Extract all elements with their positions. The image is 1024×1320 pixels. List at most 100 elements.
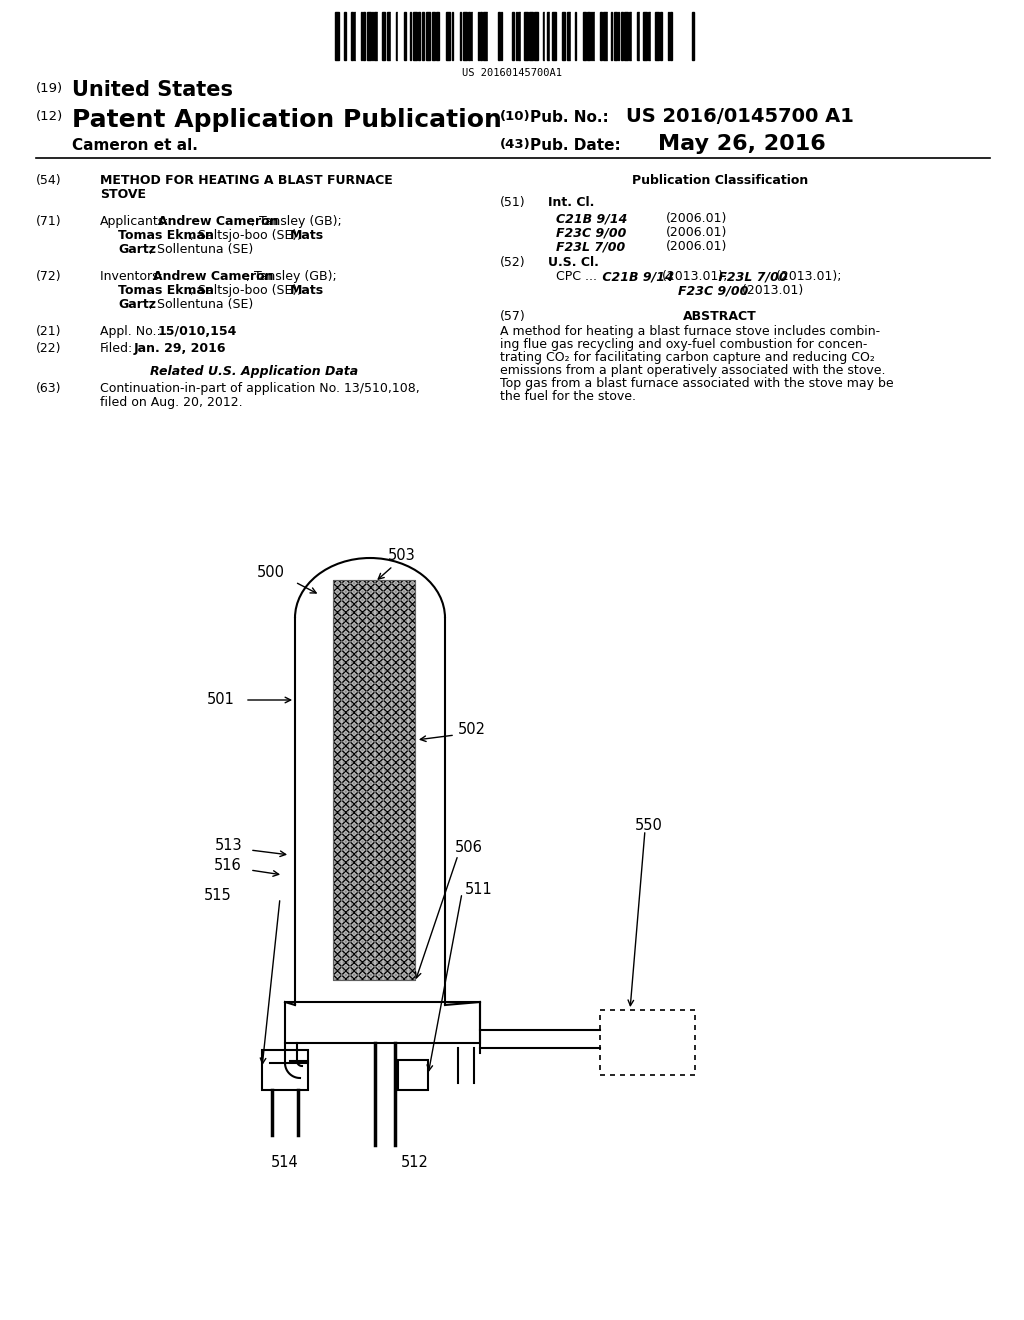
Text: 15/010,154: 15/010,154 bbox=[158, 325, 238, 338]
Text: Gartz: Gartz bbox=[118, 243, 156, 256]
Text: trating CO₂ for facilitating carbon capture and reducing CO₂: trating CO₂ for facilitating carbon capt… bbox=[500, 351, 874, 364]
Text: 516: 516 bbox=[214, 858, 242, 873]
Text: Andrew Cameron: Andrew Cameron bbox=[153, 271, 273, 282]
Bar bbox=[498, 12, 500, 59]
Text: 514: 514 bbox=[271, 1155, 299, 1170]
Bar bbox=[648, 12, 650, 59]
Text: (43): (43) bbox=[500, 139, 530, 150]
Bar bbox=[480, 12, 482, 59]
Text: , Tansley (GB);: , Tansley (GB); bbox=[246, 271, 337, 282]
Text: Inventors:: Inventors: bbox=[100, 271, 167, 282]
Text: (22): (22) bbox=[36, 342, 61, 355]
Bar bbox=[583, 12, 586, 59]
Text: Publication Classification: Publication Classification bbox=[632, 174, 808, 187]
Bar bbox=[333, 579, 415, 979]
Bar bbox=[547, 12, 549, 59]
Bar bbox=[637, 12, 639, 59]
Bar bbox=[512, 12, 514, 59]
Bar bbox=[682, 12, 684, 59]
Text: 502: 502 bbox=[458, 722, 486, 738]
Bar bbox=[504, 12, 506, 59]
Bar bbox=[333, 579, 415, 979]
Text: (54): (54) bbox=[36, 174, 61, 187]
Text: F23L 7/00: F23L 7/00 bbox=[714, 271, 787, 282]
Bar bbox=[674, 12, 677, 59]
Bar bbox=[262, 1049, 308, 1090]
Bar bbox=[378, 12, 380, 59]
Bar bbox=[558, 12, 561, 59]
Text: , Tansley (GB);: , Tansley (GB); bbox=[251, 215, 342, 228]
Text: (2013.01);: (2013.01); bbox=[658, 271, 727, 282]
Text: Pub. No.:: Pub. No.: bbox=[530, 110, 608, 125]
Bar bbox=[621, 12, 623, 59]
Bar bbox=[413, 12, 417, 59]
Bar bbox=[432, 12, 435, 59]
Text: Filed:: Filed: bbox=[100, 342, 133, 355]
Bar bbox=[398, 1060, 428, 1090]
Bar bbox=[651, 12, 653, 59]
Bar bbox=[436, 12, 439, 59]
Bar bbox=[670, 12, 672, 59]
Bar bbox=[391, 12, 395, 59]
Text: , Sollentuna (SE): , Sollentuna (SE) bbox=[150, 243, 253, 256]
Text: May 26, 2016: May 26, 2016 bbox=[658, 135, 825, 154]
Text: (12): (12) bbox=[36, 110, 63, 123]
Text: METHOD FOR HEATING A BLAST FURNACE: METHOD FOR HEATING A BLAST FURNACE bbox=[100, 174, 393, 187]
Text: Continuation-in-part of application No. 13/510,108,: Continuation-in-part of application No. … bbox=[100, 381, 420, 395]
Bar bbox=[422, 12, 424, 59]
Bar bbox=[344, 12, 346, 59]
Bar bbox=[468, 12, 470, 59]
Text: 501: 501 bbox=[207, 693, 234, 708]
Text: , Sollentuna (SE): , Sollentuna (SE) bbox=[150, 298, 253, 312]
Text: (2013.01);: (2013.01); bbox=[772, 271, 842, 282]
Text: the fuel for the stove.: the fuel for the stove. bbox=[500, 389, 636, 403]
Text: , Saltsjo-boo (SE);: , Saltsjo-boo (SE); bbox=[190, 284, 305, 297]
Bar bbox=[507, 12, 510, 59]
Bar bbox=[571, 12, 573, 59]
Text: ABSTRACT: ABSTRACT bbox=[683, 310, 757, 323]
Bar bbox=[483, 12, 487, 59]
Text: F23C 9/00: F23C 9/00 bbox=[556, 226, 627, 239]
Bar bbox=[446, 12, 450, 59]
Bar bbox=[600, 1010, 695, 1074]
Bar bbox=[335, 12, 339, 59]
Bar bbox=[285, 1002, 480, 1043]
Text: Related U.S. Application Data: Related U.S. Application Data bbox=[150, 366, 358, 378]
Text: C21B 9/14: C21B 9/14 bbox=[556, 213, 628, 224]
Text: (19): (19) bbox=[36, 82, 63, 95]
Text: F23C 9/00: F23C 9/00 bbox=[678, 284, 749, 297]
Text: 511: 511 bbox=[465, 883, 493, 898]
Text: (71): (71) bbox=[36, 215, 61, 228]
Text: (52): (52) bbox=[500, 256, 525, 269]
Text: Patent Application Publication: Patent Application Publication bbox=[72, 108, 502, 132]
Text: (57): (57) bbox=[500, 310, 525, 323]
Bar bbox=[689, 12, 691, 59]
Text: (10): (10) bbox=[500, 110, 530, 123]
Text: Int. Cl.: Int. Cl. bbox=[548, 195, 594, 209]
Bar bbox=[426, 12, 430, 59]
Text: (2006.01): (2006.01) bbox=[666, 240, 727, 253]
Text: , Saltsjo-boo (SE);: , Saltsjo-boo (SE); bbox=[190, 228, 305, 242]
Bar bbox=[587, 12, 590, 59]
Bar bbox=[562, 12, 565, 59]
Text: ing flue gas recycling and oxy-fuel combustion for concen-: ing flue gas recycling and oxy-fuel comb… bbox=[500, 338, 867, 351]
Bar bbox=[455, 12, 458, 59]
Text: 515: 515 bbox=[204, 887, 232, 903]
Text: (21): (21) bbox=[36, 325, 61, 338]
Text: CPC ...: CPC ... bbox=[556, 271, 597, 282]
Bar bbox=[493, 12, 495, 59]
Bar bbox=[374, 12, 377, 59]
Text: 503: 503 bbox=[388, 548, 416, 564]
Bar bbox=[600, 12, 602, 59]
Bar bbox=[595, 12, 598, 59]
Text: (2013.01): (2013.01) bbox=[738, 284, 803, 297]
Bar bbox=[614, 12, 617, 59]
Bar bbox=[685, 12, 687, 59]
Bar bbox=[387, 12, 390, 59]
Bar bbox=[518, 12, 520, 59]
Text: (2006.01): (2006.01) bbox=[666, 213, 727, 224]
Text: (51): (51) bbox=[500, 195, 525, 209]
Bar bbox=[643, 12, 647, 59]
Text: Applicants:: Applicants: bbox=[100, 215, 170, 228]
Text: Top gas from a blast furnace associated with the stove may be: Top gas from a blast furnace associated … bbox=[500, 378, 894, 389]
